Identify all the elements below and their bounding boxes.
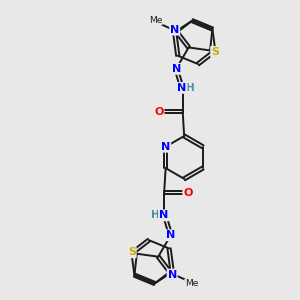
Text: N: N xyxy=(178,83,187,93)
Text: S: S xyxy=(211,47,219,57)
Text: O: O xyxy=(154,107,164,117)
Text: O: O xyxy=(183,188,193,197)
Text: H: H xyxy=(152,210,160,220)
Text: S: S xyxy=(128,247,136,257)
Text: Me: Me xyxy=(185,279,198,288)
Text: H: H xyxy=(186,83,194,93)
Text: Me: Me xyxy=(149,16,162,25)
Text: N: N xyxy=(168,269,177,280)
Text: N: N xyxy=(159,210,168,220)
Text: N: N xyxy=(172,64,181,74)
Text: N: N xyxy=(166,230,175,240)
Text: N: N xyxy=(161,142,170,152)
Text: methyl: methyl xyxy=(154,22,159,23)
Text: N: N xyxy=(170,25,179,34)
